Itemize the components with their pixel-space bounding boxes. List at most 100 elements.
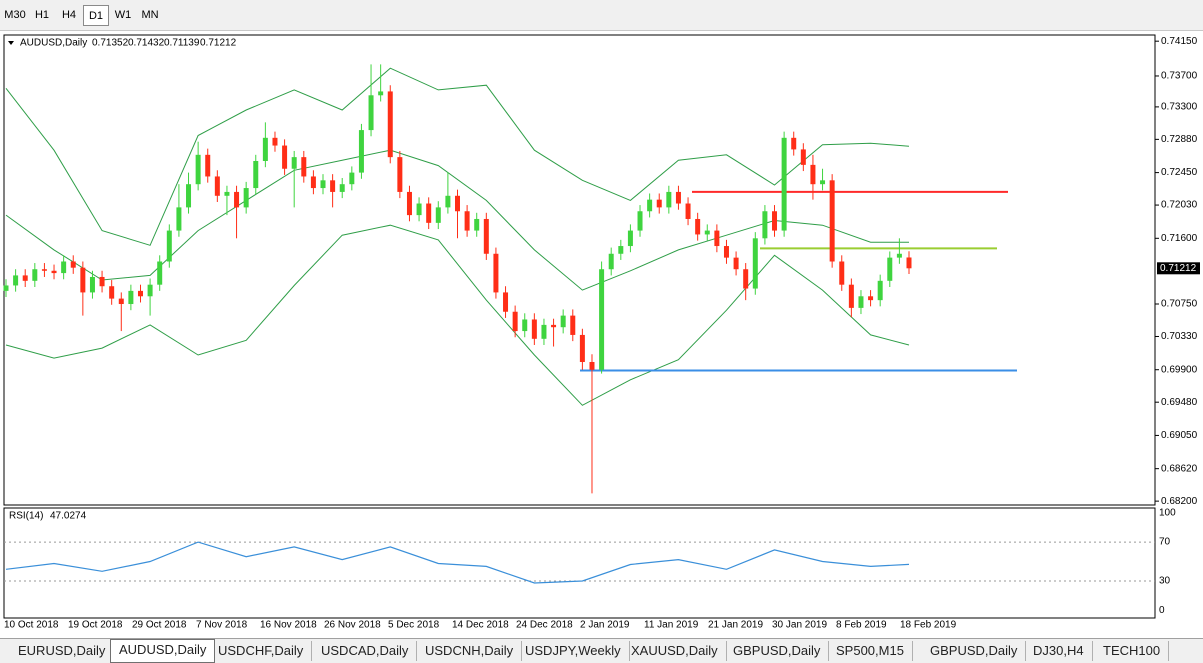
candle-body: [13, 275, 19, 286]
candle-body: [282, 145, 288, 169]
chart-tab[interactable]: XAUUSD,Daily: [623, 641, 727, 661]
candle-body: [147, 284, 153, 297]
candle-body: [310, 176, 316, 189]
y-tick-label: 0.72450: [1161, 167, 1198, 178]
candle-body: [627, 230, 633, 247]
timeframe-button[interactable]: MN: [141, 9, 159, 21]
candle-body: [608, 253, 614, 270]
x-tick-label: 16 Nov 2018: [260, 620, 317, 631]
candle-body: [358, 130, 364, 173]
candle-body: [416, 203, 422, 216]
candle-body: [262, 137, 268, 162]
candle-body: [176, 207, 182, 231]
candle-body: [570, 315, 576, 335]
candle-body: [839, 261, 845, 285]
rsi-value: 47.0274: [50, 511, 87, 522]
rsi-tick-label: 70: [1159, 537, 1171, 548]
candle-body: [41, 269, 47, 271]
candle-body: [32, 269, 38, 281]
candle-body: [272, 137, 278, 146]
candle-body: [291, 157, 297, 169]
candle-body: [522, 319, 528, 332]
x-tick-label: 5 Dec 2018: [388, 620, 440, 631]
candle-body: [695, 218, 701, 235]
ohlc-value: 0.71352: [92, 38, 129, 49]
timeframe-button[interactable]: W1: [114, 9, 132, 21]
chart-tab[interactable]: TECH100: [1095, 641, 1170, 661]
y-tick-label: 0.70750: [1161, 299, 1198, 310]
candle-body: [637, 211, 643, 231]
chart-tab[interactable]: USDCNH,Daily: [417, 641, 523, 661]
chart-tab[interactable]: USDCAD,Daily: [313, 641, 418, 661]
chart-tab[interactable]: AUDUSD,Daily: [110, 639, 216, 663]
chart-tab[interactable]: GBPUSD,Daily: [725, 641, 830, 661]
candle-body: [791, 137, 797, 150]
candle-body: [51, 270, 57, 274]
rsi-panel: [3, 507, 1156, 619]
chart-tab[interactable]: EURUSD,Daily: [10, 641, 115, 661]
candle-body: [368, 95, 374, 131]
candle-body: [455, 195, 460, 212]
candle-body: [647, 199, 653, 212]
x-tick-label: 2 Jan 2019: [580, 620, 630, 631]
candle-body: [503, 292, 509, 312]
chart: AUDUSD,Daily 0.71352 0.71432 0.71139 0.7121…: [3, 34, 1200, 631]
price-marker: [1157, 262, 1200, 275]
x-tick-label: 7 Nov 2018: [196, 620, 248, 631]
candle-body: [675, 191, 681, 204]
timeframe-button[interactable]: H4: [61, 9, 77, 21]
bollinger-upper: [5, 67, 910, 246]
candle-body: [493, 253, 499, 293]
candle-body: [868, 296, 874, 301]
candle-body: [137, 290, 143, 297]
candle-body: [22, 275, 28, 281]
y-tick-label: 0.72030: [1161, 200, 1198, 211]
timeframe-button[interactable]: M30: [4, 9, 26, 21]
x-tick-label: 11 Jan 2019: [644, 620, 699, 631]
candle-body: [3, 285, 9, 291]
timeframe-button[interactable]: D1: [83, 5, 109, 26]
candle-body: [109, 286, 115, 299]
candle-body: [656, 199, 662, 208]
chart-tab[interactable]: USDCHF,Daily: [210, 641, 313, 661]
y-tick-label: 0.72880: [1161, 134, 1198, 145]
candle-body: [70, 261, 76, 268]
candle-body: [887, 257, 893, 281]
candle-body: [243, 188, 249, 208]
candle-body: [512, 311, 518, 332]
candle-body: [330, 180, 336, 192]
candle-body: [714, 230, 720, 247]
chart-tab[interactable]: SP500,M15: [828, 641, 913, 661]
x-tick-label: 19 Oct 2018: [68, 620, 123, 631]
x-tick-label: 26 Nov 2018: [324, 620, 381, 631]
candle-body: [589, 361, 595, 370]
candle-body: [435, 207, 441, 223]
x-tick-label: 30 Jan 2019: [772, 620, 827, 631]
candle-body: [781, 137, 787, 231]
candle-body: [829, 180, 835, 262]
candle-body: [531, 319, 537, 339]
candle-body: [560, 315, 566, 328]
candle-body: [157, 261, 163, 285]
chart-tab[interactable]: GBPUSD,Daily: [922, 641, 1027, 661]
y-tick-label: 0.70330: [1161, 331, 1198, 342]
main-panel: [3, 34, 1156, 506]
chart-tab[interactable]: USDJPY,Weekly: [517, 641, 630, 661]
candle-body: [426, 203, 432, 223]
candle-body: [666, 191, 672, 208]
candle-body: [896, 253, 902, 258]
y-tick-label: 0.69900: [1161, 364, 1198, 375]
candle-body: [195, 154, 201, 185]
chart-tab[interactable]: DJ30,H4: [1025, 641, 1093, 661]
candle-body: [551, 324, 557, 328]
timeframe-button[interactable]: H1: [34, 9, 50, 21]
candle-body: [820, 180, 826, 185]
x-tick-label: 18 Feb 2019: [900, 620, 957, 631]
x-tick-label: 14 Dec 2018: [452, 620, 509, 631]
bollinger-lower: [5, 224, 910, 406]
candle-body: [483, 218, 489, 254]
candle-body: [723, 246, 729, 258]
candle-body: [406, 191, 412, 216]
rsi-title: RSI(14): [9, 511, 43, 522]
